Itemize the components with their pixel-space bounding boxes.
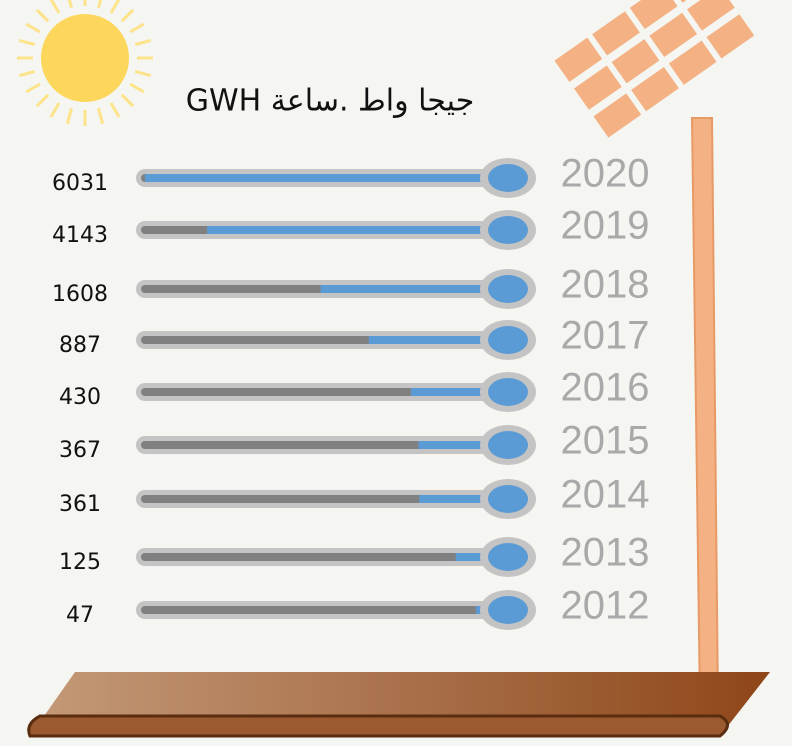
value-label: 430 [59, 385, 101, 410]
base [29, 672, 770, 736]
value-label: 6031 [52, 171, 108, 196]
year-label: 2020 [561, 152, 650, 196]
sun-ray [26, 24, 40, 32]
sun-ray [122, 10, 133, 21]
sun [17, 0, 153, 126]
sun-ray [130, 24, 144, 32]
value-label: 367 [59, 438, 101, 463]
value-label: 47 [66, 603, 94, 628]
bar [321, 285, 508, 293]
sun-ray [98, 108, 102, 123]
sun-ray [122, 95, 133, 106]
bulb [488, 596, 528, 624]
infographic: جيجا واط .ساعة GWH 6031 2020 4143 2019 1608 2… [0, 0, 792, 746]
sun-ray [19, 40, 34, 44]
year-label: 2014 [561, 473, 650, 517]
bulb [488, 164, 528, 192]
sun-ray [98, 0, 102, 8]
bar [145, 174, 508, 182]
year-label: 2019 [561, 204, 650, 248]
bar [207, 226, 508, 234]
value-label: 1608 [52, 282, 108, 307]
year-label: 2012 [561, 584, 650, 628]
value-label: 4143 [52, 223, 108, 248]
value-label: 125 [59, 550, 101, 575]
bulb [488, 275, 528, 303]
sun-ray [19, 71, 34, 75]
sun-ray [135, 40, 150, 44]
sun-ray [130, 84, 144, 92]
sun-ray [37, 95, 48, 106]
year-label: 2015 [561, 419, 650, 463]
year-label: 2016 [561, 366, 650, 410]
bulb [488, 378, 528, 406]
pole [692, 118, 718, 705]
bulb [488, 485, 528, 513]
sun-ray [111, 0, 119, 13]
sun-ray [37, 10, 48, 21]
sun-ray [51, 0, 59, 13]
sun-ray [26, 84, 40, 92]
year-label: 2018 [561, 263, 650, 307]
sun-ray [51, 103, 59, 117]
value-label: 887 [59, 333, 101, 358]
sun-ray [111, 103, 119, 117]
value-label: 361 [59, 492, 101, 517]
bulb [488, 431, 528, 459]
year-label: 2013 [561, 531, 650, 575]
bulb [488, 216, 528, 244]
year-label: 2017 [561, 314, 650, 358]
solar-panel [554, 0, 754, 138]
sun-ray [135, 71, 150, 75]
bulb [488, 543, 528, 571]
bulb [488, 326, 528, 354]
sun-ray [67, 0, 71, 8]
chart-title: جيجا واط .ساعة GWH [186, 84, 475, 119]
sun-ray [67, 108, 71, 123]
